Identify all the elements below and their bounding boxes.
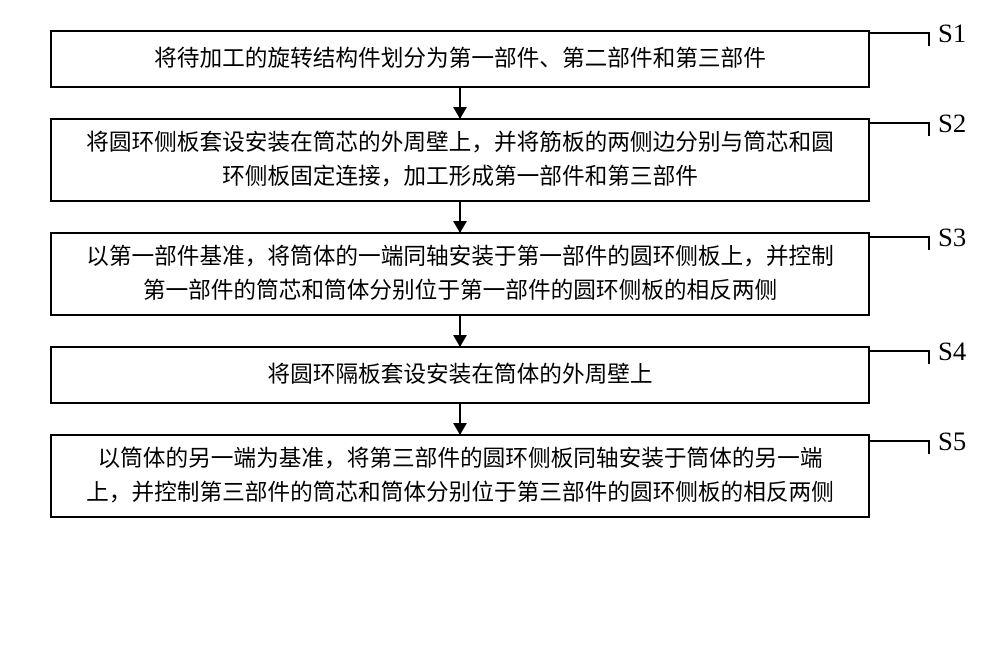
arrow-s1-s2	[459, 88, 461, 118]
flowchart-container: 将待加工的旋转结构件划分为第一部件、第二部件和第三部件 将圆环侧板套设安装在筒芯…	[50, 30, 870, 518]
leader-s1	[870, 32, 930, 46]
step-box-s4: 将圆环隔板套设安装在筒体的外周壁上	[50, 346, 870, 404]
label-s2: S2	[938, 108, 966, 139]
leader-s5	[870, 440, 930, 454]
label-s4: S4	[938, 336, 966, 367]
step-text-s3: 以第一部件基准，将筒体的一端同轴安装于第一部件的圆环侧板上，并控制第一部件的筒芯…	[82, 240, 838, 308]
label-s3: S3	[938, 222, 966, 253]
label-s5: S5	[938, 426, 966, 457]
step-box-s2: 将圆环侧板套设安装在筒芯的外周壁上，并将筋板的两侧边分别与筒芯和圆环侧板固定连接…	[50, 118, 870, 202]
step-box-s3: 以第一部件基准，将筒体的一端同轴安装于第一部件的圆环侧板上，并控制第一部件的筒芯…	[50, 232, 870, 316]
label-s1: S1	[938, 18, 966, 49]
leader-s4	[870, 350, 930, 364]
leader-s3	[870, 236, 930, 250]
arrow-s4-s5	[459, 404, 461, 434]
step-text-s4: 将圆环隔板套设安装在筒体的外周壁上	[267, 358, 652, 392]
step-text-s1: 将待加工的旋转结构件划分为第一部件、第二部件和第三部件	[154, 42, 766, 76]
step-text-s2: 将圆环侧板套设安装在筒芯的外周壁上，并将筋板的两侧边分别与筒芯和圆环侧板固定连接…	[82, 126, 838, 194]
arrow-s2-s3	[459, 202, 461, 232]
step-text-s5: 以筒体的另一端为基准，将第三部件的圆环侧板同轴安装于筒体的另一端上，并控制第三部…	[82, 442, 838, 510]
step-box-s5: 以筒体的另一端为基准，将第三部件的圆环侧板同轴安装于筒体的另一端上，并控制第三部…	[50, 434, 870, 518]
step-box-s1: 将待加工的旋转结构件划分为第一部件、第二部件和第三部件	[50, 30, 870, 88]
leader-s2	[870, 122, 930, 136]
arrow-s3-s4	[459, 316, 461, 346]
